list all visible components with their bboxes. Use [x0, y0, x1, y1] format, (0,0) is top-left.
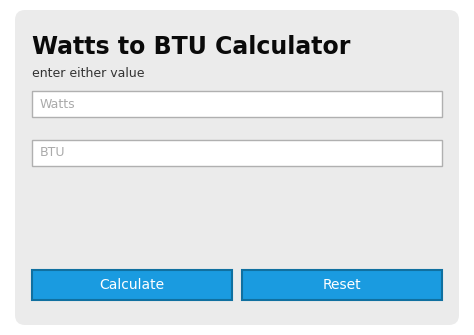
- Text: Watts: Watts: [40, 97, 76, 111]
- Text: BTU: BTU: [40, 146, 65, 159]
- Text: Watts: Watts: [32, 90, 68, 103]
- Text: Watts to BTU Calculator: Watts to BTU Calculator: [32, 35, 350, 59]
- FancyBboxPatch shape: [32, 91, 442, 117]
- Text: enter either value: enter either value: [32, 67, 145, 80]
- FancyBboxPatch shape: [15, 10, 459, 325]
- FancyBboxPatch shape: [32, 270, 232, 300]
- Text: Reset: Reset: [323, 278, 361, 292]
- FancyBboxPatch shape: [242, 270, 442, 300]
- Text: BTU: BTU: [32, 139, 57, 152]
- FancyBboxPatch shape: [32, 140, 442, 166]
- Text: Calculate: Calculate: [100, 278, 164, 292]
